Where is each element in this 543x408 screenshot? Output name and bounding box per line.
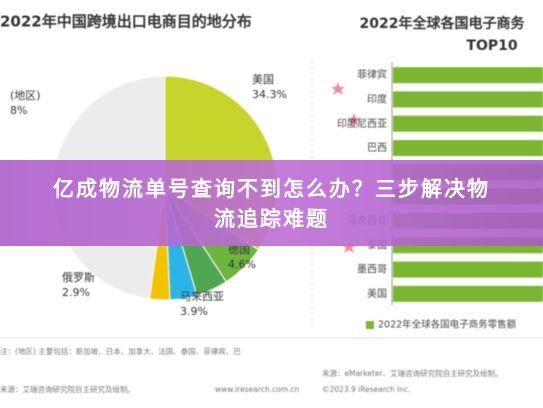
slice-value-label: 3.9% bbox=[180, 305, 208, 318]
stars bbox=[331, 82, 361, 253]
bar bbox=[393, 91, 543, 108]
note: ©2023.9 iResearch Inc. bbox=[322, 385, 410, 394]
bar bbox=[393, 285, 543, 302]
slice-label: (地区) bbox=[10, 89, 41, 102]
bar bbox=[393, 140, 543, 157]
slice-label: 俄罗斯 bbox=[62, 271, 95, 284]
star bbox=[331, 82, 345, 95]
y-tick-label: 墨西哥 bbox=[357, 264, 387, 276]
banner-line: 亿成物流单号查询不到怎么办？三步解决物 bbox=[53, 177, 490, 201]
slice-value-label: 34.3% bbox=[252, 88, 287, 101]
slice-label: 马来西亚 bbox=[180, 290, 224, 303]
y-tick-label: 美国 bbox=[367, 287, 387, 300]
bar-subtitle: TOP10 bbox=[466, 38, 517, 54]
banner-line: 流追踪难题 bbox=[214, 207, 329, 231]
slice-value-label: 4.6% bbox=[228, 258, 256, 271]
y-tick-label: 菲律宾 bbox=[357, 68, 387, 81]
bar bbox=[393, 261, 543, 278]
legend-swatch bbox=[366, 321, 374, 329]
note: 注：(地区) 主要包括：新加坡、日本、加拿大、法国、泰国、菲律宾、巴 bbox=[0, 346, 241, 356]
slice-label: 美国 bbox=[252, 73, 274, 86]
slice-value-label: 8% bbox=[10, 104, 27, 117]
bar bbox=[393, 67, 543, 84]
pie-title: 2022年中国跨境出口电商目的地分布 bbox=[0, 13, 252, 31]
banner: 亿成物流单号查询不到怎么办？三步解决物 流追踪难题 bbox=[0, 160, 543, 246]
y-tick-label: 巴西 bbox=[367, 142, 387, 154]
site: www.iresearch.com.cn bbox=[215, 385, 300, 394]
y-tick-label: 印度尼西亚 bbox=[337, 117, 387, 130]
star bbox=[347, 113, 361, 126]
y-tick-label: 印度 bbox=[367, 92, 387, 105]
bar-title: 2022年全球各国电子商务 bbox=[360, 15, 526, 32]
note: 来源：艾瑞咨询研究院自主研究及绘制。 bbox=[0, 384, 135, 394]
legend-label: 2022年全球各国电子商务零售额 bbox=[378, 319, 517, 331]
note: 来源：eMarketer、艾瑞咨询研究院自主研究及绘制。 bbox=[322, 368, 503, 378]
slice-value-label: 2.9% bbox=[62, 286, 90, 299]
star bbox=[342, 240, 356, 253]
bar bbox=[393, 115, 543, 132]
